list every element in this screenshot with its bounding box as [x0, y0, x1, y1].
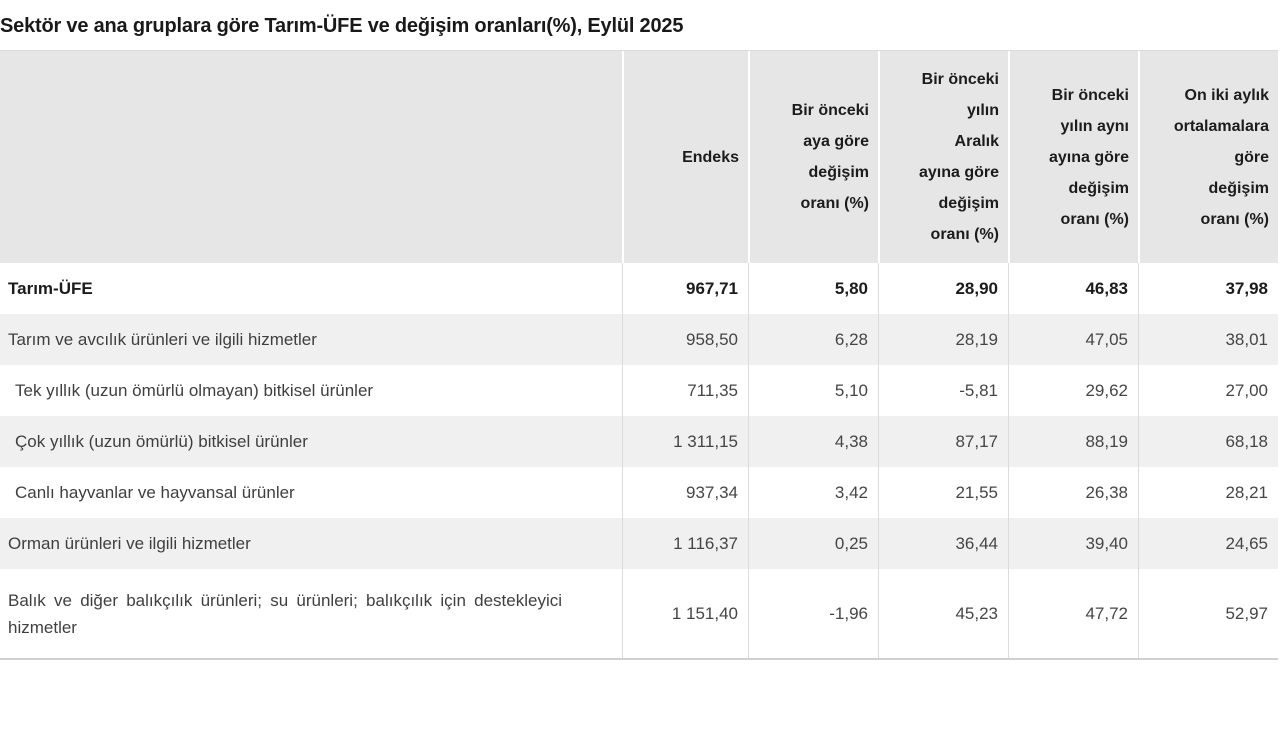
value-cell: 1 116,37	[622, 518, 748, 569]
header-cell-5: On iki aylık ortalamalara göre değişim o…	[1138, 51, 1278, 263]
value-cell: 36,44	[878, 518, 1008, 569]
value-cell: 52,97	[1138, 569, 1278, 658]
value-cell: 5,10	[748, 365, 878, 416]
value-cell: 46,83	[1008, 263, 1138, 314]
table-row: Tarım ve avcılık ürünleri ve ilgili hizm…	[0, 314, 1278, 365]
row-label-cell: Tek yıllık (uzun ömürlü olmayan) bitkise…	[0, 365, 622, 416]
value-cell: 47,72	[1008, 569, 1138, 658]
row-label-cell: Tarım ve avcılık ürünleri ve ilgili hizm…	[0, 314, 622, 365]
header-cell-2: Bir önceki aya göre değişim oranı (%)	[748, 51, 878, 263]
value-cell: 29,62	[1008, 365, 1138, 416]
table-row: Balık ve diğer balıkçılık ürünleri; su ü…	[0, 569, 1278, 658]
value-cell: 88,19	[1008, 416, 1138, 467]
value-cell: 958,50	[622, 314, 748, 365]
table-row: Çok yıllık (uzun ömürlü) bitkisel ürünle…	[0, 416, 1278, 467]
value-cell: 28,21	[1138, 467, 1278, 518]
row-label: Çok yıllık (uzun ömürlü) bitkisel ürünle…	[15, 432, 308, 451]
table-row: Tarım-ÜFE 967,71 5,80 28,90 46,83 37,98	[0, 263, 1278, 314]
row-label: Orman ürünleri ve ilgili hizmetler	[8, 534, 251, 553]
value-cell: 967,71	[622, 263, 748, 314]
header-cell-empty	[0, 51, 622, 263]
value-cell: 0,25	[748, 518, 878, 569]
value-cell: 39,40	[1008, 518, 1138, 569]
header-cell-3: Bir önceki yılın Aralık ayına göre değiş…	[878, 51, 1008, 263]
value-cell: 1 151,40	[622, 569, 748, 658]
value-cell: 28,90	[878, 263, 1008, 314]
value-cell: -5,81	[878, 365, 1008, 416]
value-cell: 47,05	[1008, 314, 1138, 365]
value-cell: 711,35	[622, 365, 748, 416]
value-cell: 37,98	[1138, 263, 1278, 314]
value-cell: 6,28	[748, 314, 878, 365]
value-cell: 937,34	[622, 467, 748, 518]
row-label: Tarım ve avcılık ürünleri ve ilgili hizm…	[8, 330, 317, 349]
row-label: Canlı hayvanlar ve hayvansal ürünler	[15, 483, 295, 502]
value-cell: -1,96	[748, 569, 878, 658]
row-label: Tarım-ÜFE	[8, 279, 93, 298]
table-row: Canlı hayvanlar ve hayvansal ürünler 937,…	[0, 467, 1278, 518]
table-row: Tek yıllık (uzun ömürlü olmayan) bitkise…	[0, 365, 1278, 416]
value-cell: 4,38	[748, 416, 878, 467]
row-label-cell: Balık ve diğer balıkçılık ürünleri; su ü…	[0, 569, 622, 658]
row-label-cell: Canlı hayvanlar ve hayvansal ürünler	[0, 467, 622, 518]
row-label-cell: Orman ürünleri ve ilgili hizmetler	[0, 518, 622, 569]
table-body: Tarım-ÜFE 967,71 5,80 28,90 46,83 37,98 Tarım …	[0, 263, 1278, 658]
value-cell: 28,19	[878, 314, 1008, 365]
value-cell: 27,00	[1138, 365, 1278, 416]
row-label-cell: Çok yıllık (uzun ömürlü) bitkisel ürünle…	[0, 416, 622, 467]
table-header-row: Endeks Bir önceki aya göre değişim oranı …	[0, 51, 1278, 263]
header-cell-1: Endeks	[622, 51, 748, 263]
value-cell: 3,42	[748, 467, 878, 518]
row-label-cell: Tarım-ÜFE	[0, 263, 622, 314]
value-cell: 38,01	[1138, 314, 1278, 365]
value-cell: 68,18	[1138, 416, 1278, 467]
row-label: Tek yıllık (uzun ömürlü olmayan) bitkise…	[15, 381, 374, 400]
tarim-ufe-table: Endeks Bir önceki aya göre değişim oranı …	[0, 50, 1278, 660]
table-row: Orman ürünleri ve ilgili hizmetler 1 116,…	[0, 518, 1278, 569]
value-cell: 21,55	[878, 467, 1008, 518]
value-cell: 5,80	[748, 263, 878, 314]
value-cell: 26,38	[1008, 467, 1138, 518]
value-cell: 24,65	[1138, 518, 1278, 569]
page-title: Sektör ve ana gruplara göre Tarım-ÜFE ve…	[0, 15, 684, 37]
header-cell-4: Bir önceki yılın aynı ayına göre değişim…	[1008, 51, 1138, 263]
value-cell: 87,17	[878, 416, 1008, 467]
value-cell: 45,23	[878, 569, 1008, 658]
value-cell: 1 311,15	[622, 416, 748, 467]
row-label: Balık ve diğer balıkçılık ürünleri; su ü…	[8, 590, 562, 637]
